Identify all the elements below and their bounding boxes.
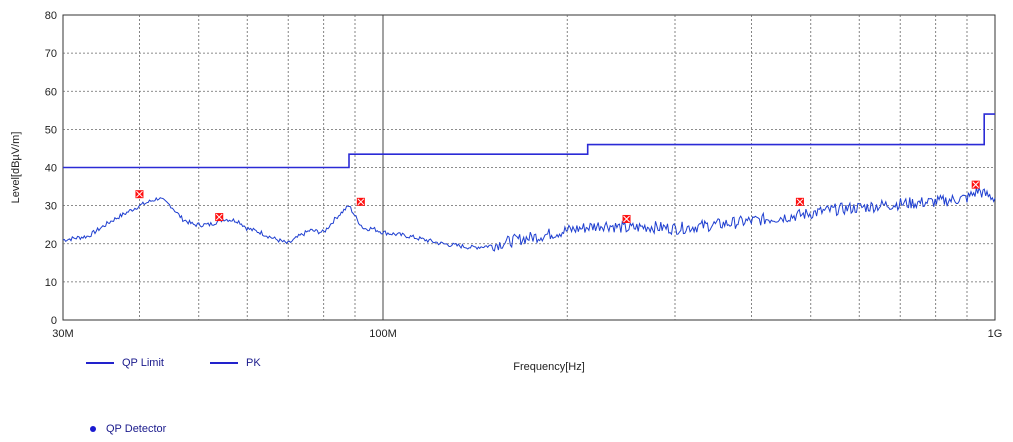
qp-marker-cross bbox=[215, 213, 223, 221]
series-qp-limit bbox=[63, 113, 995, 169]
legend-qp-limit-label: QP Limit bbox=[122, 357, 164, 369]
x-axis-label: Frequency[Hz] bbox=[513, 361, 585, 373]
qp-detector-dot-icon bbox=[90, 426, 96, 432]
y-axis-label: Level[dBµV/m] bbox=[10, 132, 22, 204]
y-tick-label: 60 bbox=[45, 86, 57, 98]
qp-marker-cross bbox=[623, 215, 630, 223]
x-tick-label: 100M bbox=[369, 328, 397, 340]
series-pk bbox=[62, 186, 996, 252]
qp-limit-swatch bbox=[86, 362, 114, 364]
tick-labels: 0 10 20 30 40 50 60 70 80 30M 100M 1G bbox=[45, 10, 1003, 340]
qp-marker-cross bbox=[136, 190, 143, 198]
qp-marker-cross bbox=[972, 181, 980, 189]
pk-swatch bbox=[210, 362, 238, 364]
series bbox=[62, 113, 996, 252]
y-tick-label: 0 bbox=[51, 315, 57, 327]
legend-pk-label: PK bbox=[246, 357, 261, 369]
x-tick-label: 1G bbox=[988, 328, 1003, 340]
y-tick-label: 10 bbox=[45, 277, 57, 289]
qp-marker-cross bbox=[796, 198, 804, 206]
legend-qp-detector: QP Detector bbox=[86, 423, 166, 435]
y-tick-label: 70 bbox=[45, 48, 57, 60]
legend-qp-detector-label: QP Detector bbox=[106, 423, 167, 435]
y-tick-label: 80 bbox=[45, 10, 57, 22]
qp-markers bbox=[135, 180, 980, 223]
x-tick-label: 30M bbox=[52, 328, 73, 340]
y-tick-label: 50 bbox=[45, 124, 57, 136]
legend-qp-limit: QP Limit bbox=[86, 357, 164, 369]
y-tick-label: 20 bbox=[45, 239, 57, 251]
y-tick-label: 40 bbox=[45, 163, 57, 175]
qp-marker-cross bbox=[357, 198, 365, 206]
y-tick-label: 30 bbox=[45, 201, 57, 213]
legend-pk: PK bbox=[210, 357, 261, 369]
